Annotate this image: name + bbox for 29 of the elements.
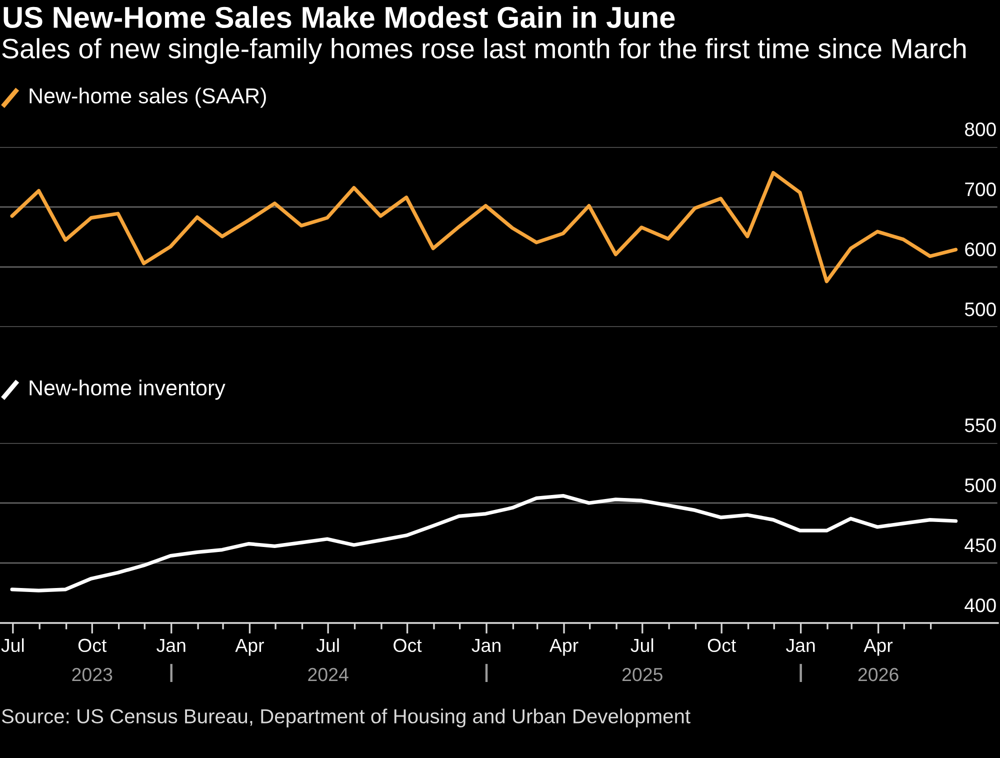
x-tick-label: Jan [472, 638, 500, 652]
x2-tick-label: 2026 [858, 668, 898, 682]
x-tick-label: Jul [1, 638, 24, 652]
y-tick-label: 550 [964, 418, 996, 432]
y-tick-label: 400 [964, 598, 996, 612]
legend-label: New-home sales (SAAR) [30, 88, 266, 108]
x-tick-label: Apr [549, 638, 578, 656]
x-tick-label: Apr [864, 638, 893, 656]
y-tick-label: 450 [964, 538, 996, 552]
chart-subtitle: Sales of new single-family homes rose last month for the first time since March [2, 38, 966, 64]
x-tick-label: Jul [316, 638, 339, 652]
y-tick-label: 800 [965, 122, 996, 136]
y-tick-label: 700 [965, 182, 996, 196]
x-tick-label: Apr [235, 638, 264, 656]
x-tick-label: Jan [786, 638, 815, 652]
x-tick-label: Jan [156, 638, 186, 652]
x-tick-label: Oct [394, 638, 422, 652]
x2-tick-label: 2024 [308, 668, 348, 682]
source-note: Source: US Census Bureau, Department of Housing and Urban Development [2, 708, 690, 728]
y-tick-label: 500 [964, 302, 996, 316]
y-tick-label: 500 [964, 478, 996, 492]
x2-tick-label: 2025 [622, 668, 662, 682]
x2-tick-label: 2023 [72, 668, 112, 682]
x-tick-label: Jul [630, 638, 654, 652]
x-tick-label: Oct [78, 638, 107, 652]
legend-label: New-home inventory [30, 380, 226, 400]
chart-title: US New-Home Sales Make Modest Gain in June [4, 6, 675, 28]
x-tick-label: Oct [708, 638, 736, 652]
y-tick-label: 600 [965, 242, 996, 256]
